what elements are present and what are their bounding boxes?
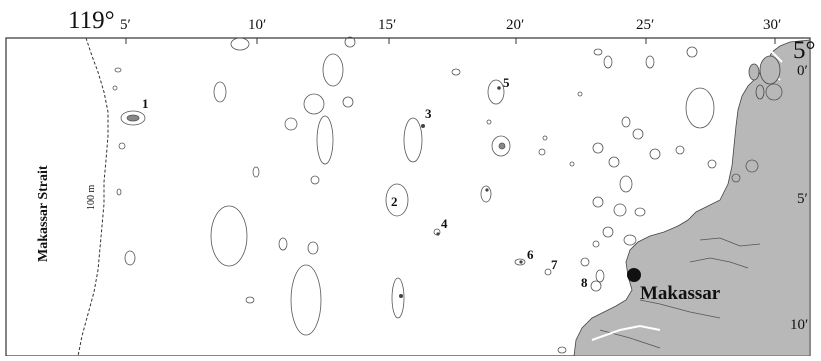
- lat-label-5: 5′: [797, 191, 808, 207]
- reef-centers: [399, 86, 523, 298]
- makassar-city-marker: [627, 268, 641, 282]
- lon-label-20: 20′: [506, 17, 525, 33]
- lon-label-10: 10′: [248, 17, 267, 33]
- lon-label-5: 5′: [120, 17, 131, 33]
- site-label-8: 8: [581, 275, 588, 290]
- site-label-1: 1: [142, 96, 149, 111]
- depth-contour-label: 100 m: [86, 184, 97, 210]
- lat-label-10: 10′: [790, 317, 809, 333]
- lat-label-0: 0′: [797, 63, 808, 79]
- lat-degree-label: 5°: [793, 37, 816, 64]
- lon-label-15: 15′: [378, 17, 397, 33]
- site-label-2: 2: [391, 194, 398, 209]
- site-label-5: 5: [503, 75, 510, 90]
- lon-degree-label: 119°: [68, 7, 115, 34]
- lon-label-30: 30′: [763, 17, 782, 33]
- reef-outlines: [112, 36, 783, 354]
- depth-contour-100m: [77, 37, 109, 357]
- site-label-6: 6: [527, 247, 534, 262]
- lon-label-25: 25′: [636, 17, 655, 33]
- site-label-3: 3: [425, 106, 432, 121]
- water-body-label: Makassar Strait: [36, 165, 51, 262]
- site-label-7: 7: [551, 257, 558, 272]
- city-label: Makassar: [640, 283, 721, 304]
- land-mass: [573, 39, 811, 357]
- coastal-reefs: [748, 55, 781, 100]
- river-lines: [599, 237, 761, 349]
- site-label-4: 4: [441, 216, 448, 231]
